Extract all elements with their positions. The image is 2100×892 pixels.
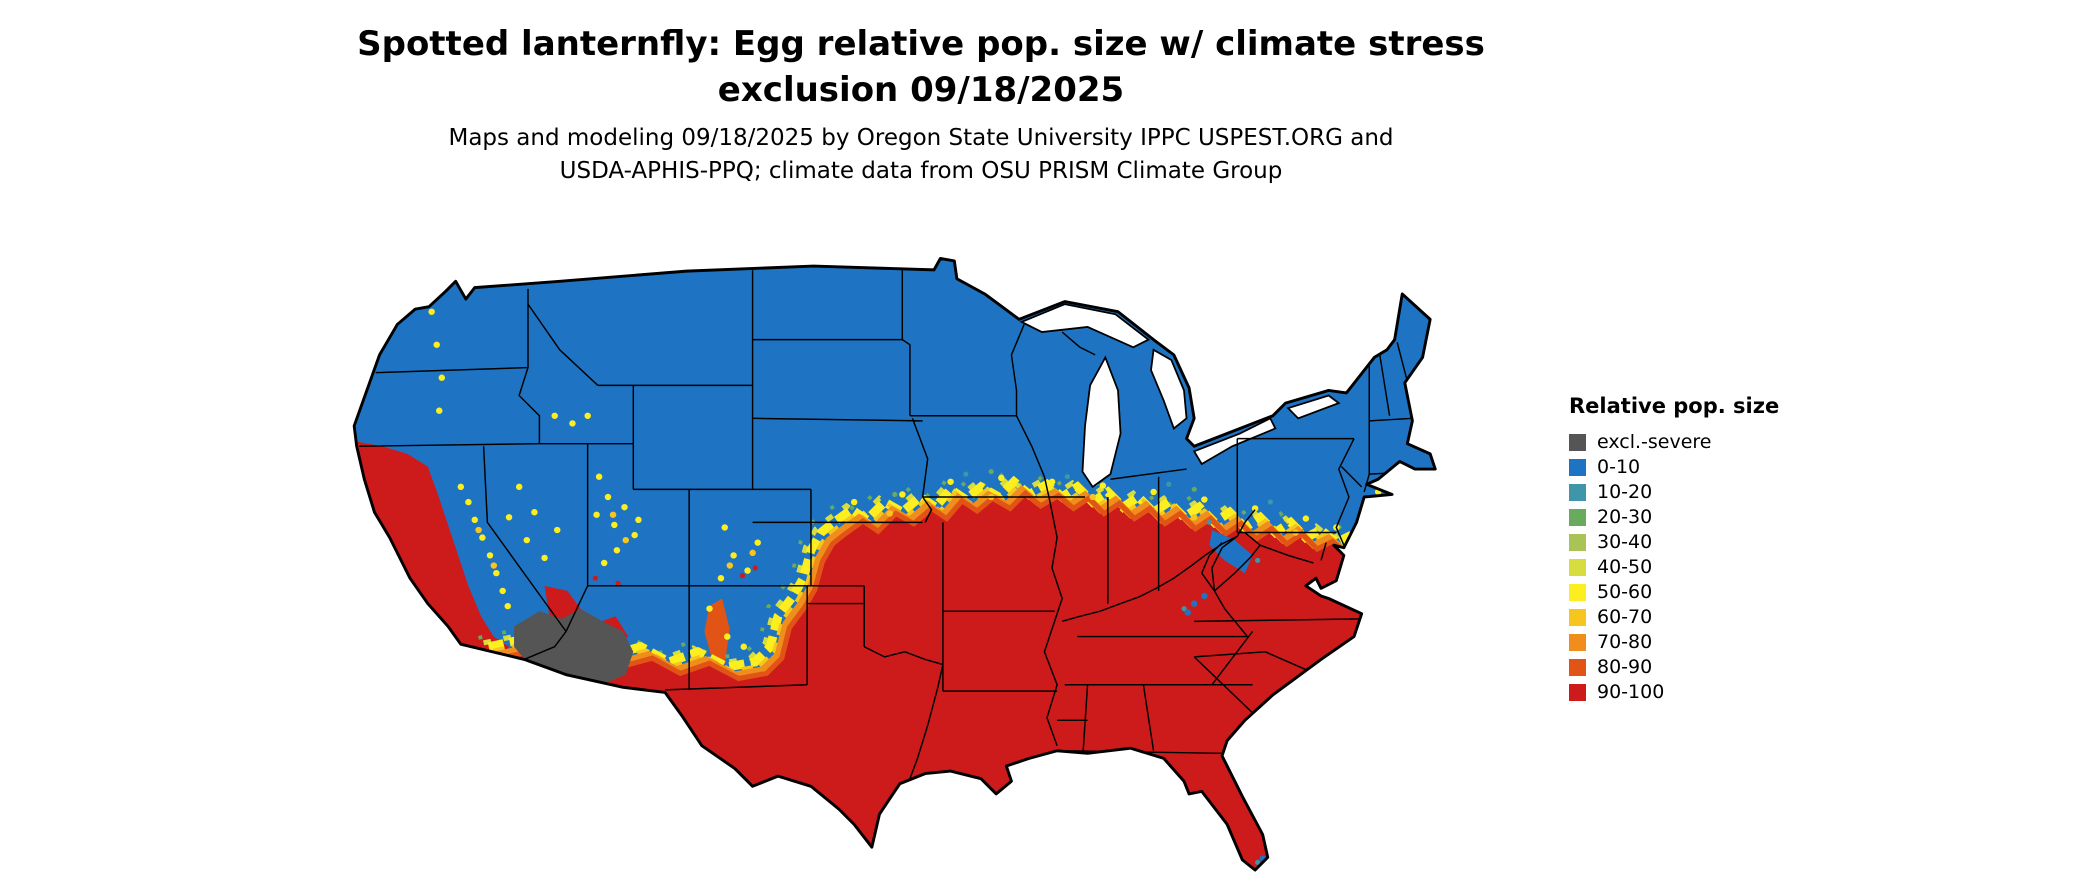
- state-borders-plains: [752, 268, 1058, 779]
- lake-erie: [1192, 417, 1277, 466]
- legend-items: excl.-severe 0-10 10-20 20-30 30-40 40-50 50-6…: [1569, 430, 1869, 705]
- legend-label: 70-80: [1597, 631, 1653, 653]
- legend-item-60-70: 60-70: [1569, 605, 1869, 630]
- legend: Relative pop. size excl.-severe 0-10 10-20…: [1569, 394, 1869, 705]
- legend-label: 90-100: [1597, 681, 1665, 703]
- climate-zones: [354, 258, 1436, 871]
- legend-swatch: [1569, 559, 1586, 576]
- legend-item-80-90: 80-90: [1569, 655, 1869, 680]
- legend-label: 30-40: [1597, 531, 1653, 553]
- legend-item-70-80: 70-80: [1569, 630, 1869, 655]
- legend-swatch: [1569, 609, 1586, 626]
- speckles-teal: [963, 471, 1273, 865]
- legend-swatch: [1569, 634, 1586, 651]
- legend-swatch: [1569, 584, 1586, 601]
- legend-swatch: [1569, 659, 1586, 676]
- figure-subtitle: Maps and modeling 09/18/2025 by Oregon S…: [0, 122, 1842, 189]
- legend-swatch: [1569, 484, 1586, 501]
- figure-subtitle-line1: Maps and modeling 09/18/2025 by Oregon S…: [448, 125, 1394, 151]
- legend-label: excl.-severe: [1597, 431, 1712, 453]
- state-borders: [359, 268, 1416, 779]
- figure-title-line2: exclusion 09/18/2025: [717, 69, 1125, 110]
- speckles-yellow: [424, 293, 1391, 650]
- speckles-blue: [1184, 592, 1266, 862]
- lake-superior: [1019, 303, 1151, 349]
- legend-swatch: [1569, 434, 1586, 451]
- legend-label: 80-90: [1597, 656, 1653, 678]
- legend-label: 50-60: [1597, 581, 1653, 603]
- legend-item-excl: excl.-severe: [1569, 430, 1869, 455]
- legend-label: 10-20: [1597, 481, 1653, 503]
- figure-title-line1: Spotted lanternfly: Egg relative pop. si…: [357, 24, 1485, 64]
- speckles-red: [592, 565, 758, 586]
- zone-appalachian-pocket: [1209, 529, 1253, 574]
- legend-label: 0-10: [1597, 456, 1641, 478]
- state-borders-midwest-south: [1010, 324, 1367, 761]
- legend-label: 60-70: [1597, 606, 1653, 628]
- lake-huron: [1150, 348, 1188, 430]
- legend-swatch: [1569, 509, 1586, 526]
- zone-rio-grande-tongue: [704, 598, 730, 665]
- legend-item-30-40: 30-40: [1569, 530, 1869, 555]
- legend-item-0-10: 0-10: [1569, 455, 1869, 480]
- legend-item-90-100: 90-100: [1569, 680, 1869, 705]
- zone-california-high: [354, 441, 509, 665]
- legend-item-40-50: 40-50: [1569, 555, 1869, 580]
- us-map: [352, 256, 1437, 872]
- state-borders-mississippi-river: [1015, 415, 1063, 746]
- legend-item-10-20: 10-20: [1569, 480, 1869, 505]
- lake-michigan: [1081, 355, 1122, 489]
- state-borders-west: [359, 268, 865, 691]
- lake-ontario: [1286, 394, 1341, 420]
- figure-title: Spotted lanternfly: Egg relative pop. si…: [0, 22, 1842, 114]
- legend-title: Relative pop. size: [1569, 394, 1780, 418]
- legend-swatch: [1569, 684, 1586, 701]
- legend-label: 40-50: [1597, 556, 1653, 578]
- legend-label: 20-30: [1597, 506, 1653, 528]
- legend-item-20-30: 20-30: [1569, 505, 1869, 530]
- great-lakes: [1019, 303, 1341, 489]
- figure-subtitle-line2: USDA-APHIS-PPQ; climate data from OSU PR…: [559, 158, 1283, 185]
- legend-item-50-60: 50-60: [1569, 580, 1869, 605]
- legend-swatch: [1569, 534, 1586, 551]
- zone-excluded-desert: [514, 608, 634, 683]
- legend-swatch: [1569, 459, 1586, 476]
